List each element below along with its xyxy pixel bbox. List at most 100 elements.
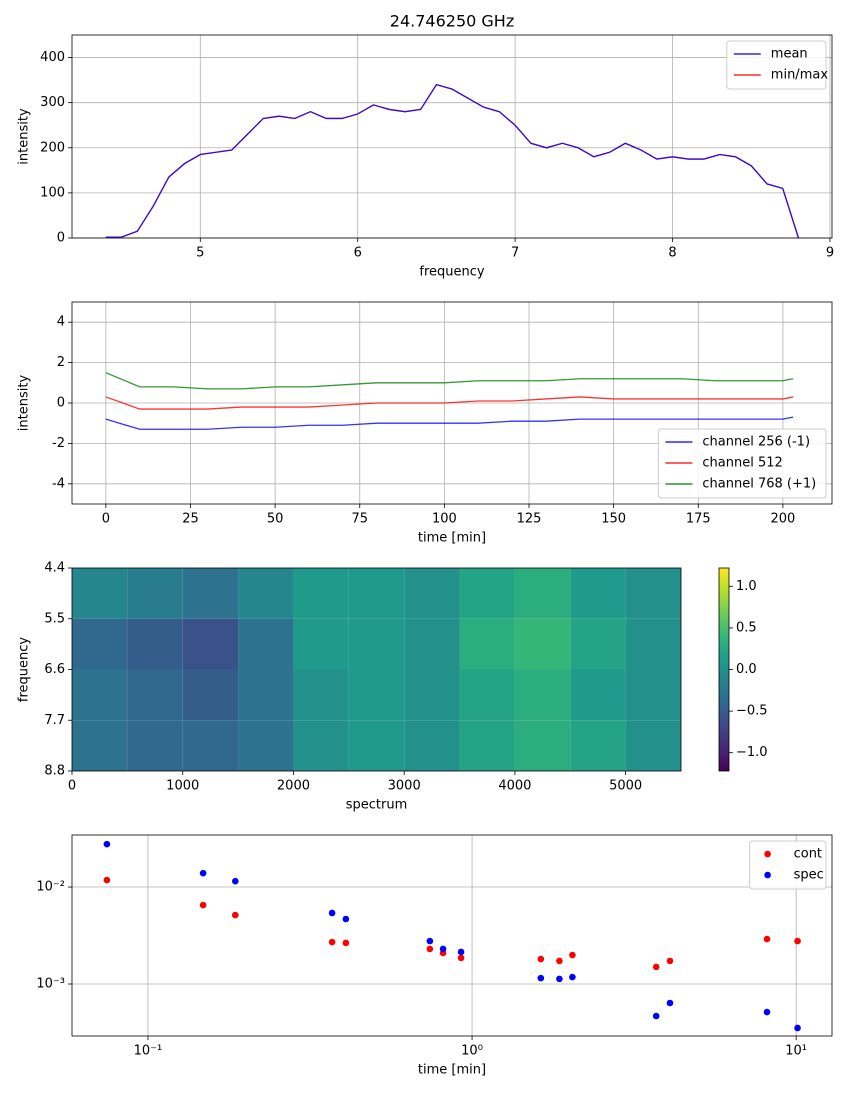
heat-cell [570,720,626,771]
legend-label: min/max [771,68,829,83]
x-tick-label: 25 [182,512,199,527]
heat-cell [459,618,515,670]
data-point [439,945,447,953]
colorbar-tick-label: 0.0 [736,662,757,677]
data-line [105,372,794,390]
x-tick-label: 4000 [498,779,531,794]
colorbar-tick-label: −0.5 [736,704,768,719]
x-tick-label: 1000 [166,779,199,794]
heat-cell [570,568,626,619]
data-point [666,957,674,965]
heat-cell [182,669,239,721]
heat-cell [404,720,460,771]
y-tick-label: 6.6 [44,662,65,677]
data-line [105,396,794,410]
heat-cell [127,669,183,721]
y-tick-label: 5.5 [44,611,65,626]
heat-cell [404,568,460,619]
x-tick-label: 5 [196,246,204,261]
x-axis-label: frequency [419,265,485,280]
y-axis-label: frequency [17,637,32,703]
chart-panel: 0 25 50 75 100 125 150 175 200 -4 -2 0 2 4 time [min] i… [17,301,833,546]
legend-label: channel 512 [702,456,782,471]
legend: channel 256 (-1) channel 512 channel 768 (… [657,428,827,499]
heat-cell [182,618,239,670]
heat-cell [127,568,183,619]
axes-frame [71,834,833,1037]
heat-cell [570,618,626,670]
chart-panel: 10⁻¹ 10⁰ 10¹ 10⁻³ 10⁻² time [min] cont spec [36,834,833,1078]
y-tick-label: 10⁻² [36,880,65,895]
data-point [342,939,350,947]
data-point [537,955,545,963]
x-tick-label: 2000 [277,779,310,794]
legend: mean min/max [726,40,829,90]
heat-cell [238,669,294,721]
data-point [103,840,111,848]
legend-box [726,40,827,90]
heat-cell [404,618,460,670]
data-line [105,83,800,239]
data-point [569,973,576,981]
y-tick-label: 2 [57,355,65,370]
heat-cell [625,669,681,721]
axes-frame [71,34,833,239]
heat-cell [514,568,571,619]
data-point [231,877,239,885]
heat-cell [72,720,128,771]
y-tick-label: 7.7 [44,713,65,728]
heat-cell [72,568,128,619]
heat-cell [459,669,515,721]
data-point [231,911,239,919]
x-tick-label: 7 [511,246,519,261]
colorbar-tick-label: 1.0 [736,579,757,594]
heat-cell [514,669,571,721]
heat-cell [625,618,681,670]
data-point [569,951,576,959]
heat-cell [348,669,405,721]
heat-cell [293,720,349,771]
heat-cell [459,568,515,619]
data-point [426,945,434,953]
data-point [652,963,660,971]
chart-title: 24.746250 GHz [390,12,514,31]
legend-marker [764,850,771,858]
heat-cell [293,618,349,670]
data-point [328,938,336,946]
heat-cell [127,720,183,771]
x-tick-label: 175 [686,512,711,527]
x-tick-label: 75 [351,512,368,527]
data-point [794,1024,801,1032]
colorbar [718,567,730,772]
data-point [457,954,465,962]
legend-label: channel 768 (+1) [702,477,816,492]
y-axis-label: intensity [17,108,32,165]
heat-cell [293,669,349,721]
heat-cell [348,720,405,771]
y-tick-label: 8.8 [44,764,65,779]
x-axis-label: time [min] [418,531,486,546]
axes-frame [71,301,833,505]
y-tick-label: 4 [57,315,65,330]
y-tick-label: 400 [40,50,65,65]
axes-frame [71,567,682,772]
data-line [105,83,800,239]
x-tick-label: 100 [432,512,457,527]
legend-label: spec [794,868,824,883]
legend-label: mean [771,47,808,62]
x-tick-label: 10⁰ [461,1044,483,1059]
x-tick-label: 125 [517,512,542,527]
y-tick-label: 10⁻³ [36,977,65,992]
heat-cell [182,568,239,619]
legend: cont spec [749,840,827,890]
legend-marker [764,871,771,879]
heat-cell [238,568,294,619]
data-point [342,915,350,923]
heat-cell [72,669,128,721]
legend-label: cont [794,847,822,862]
data-point [556,957,563,965]
data-point [556,975,563,983]
heat-cell [459,720,515,771]
x-tick-label: 0 [68,779,76,794]
x-tick-label: 9 [826,246,834,261]
